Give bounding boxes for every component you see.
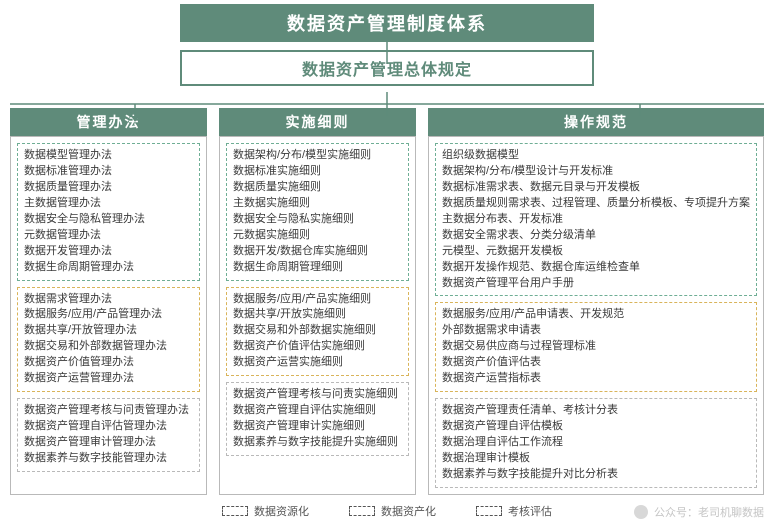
list-item: 数据生命周期管理办法	[24, 260, 193, 276]
title-banner: 数据资产管理制度体系	[180, 4, 594, 42]
list-item: 主数据实施细则	[233, 196, 402, 212]
list-item: 数据资产管理审计实施细则	[233, 419, 402, 435]
watermark: 公众号：老司机聊数据	[634, 504, 764, 520]
legend-swatch-a	[222, 506, 248, 516]
title-text: 数据资产管理制度体系	[287, 14, 487, 34]
list-item: 数据治理审计模板	[442, 451, 750, 467]
list-item: 数据素养与数字技能提升实施细则	[233, 435, 402, 451]
list-item: 数据开发管理办法	[24, 244, 193, 260]
group-a: 组织级数据模型数据架构/分布/模型设计与开发标准数据标准需求表、数据元目录与开发…	[435, 143, 757, 296]
list-item: 数据标准需求表、数据元目录与开发模板	[442, 180, 750, 196]
list-item: 数据素养与数字技能提升对比分析表	[442, 467, 750, 483]
column-body: 数据模型管理办法数据标准管理办法数据质量管理办法主数据管理办法数据安全与隐私管理…	[10, 136, 207, 495]
list-item: 数据标准实施细则	[233, 164, 402, 180]
list-item: 数据服务/应用/产品实施细则	[233, 292, 402, 308]
list-item: 数据服务/应用/产品申请表、开发规范	[442, 307, 750, 323]
list-item: 数据资产管理责任清单、考核计分表	[442, 403, 750, 419]
list-item: 数据质量规则需求表、过程管理、质量分析模板、专项提升方案	[442, 196, 750, 212]
list-item: 数据架构/分布/模型设计与开发标准	[442, 164, 750, 180]
list-item: 数据交易和外部数据实施细则	[233, 323, 402, 339]
list-item: 外部数据需求申请表	[442, 323, 750, 339]
columns-container: 管理办法数据模型管理办法数据标准管理办法数据质量管理办法主数据管理办法数据安全与…	[0, 108, 774, 495]
watermark-icon	[634, 505, 648, 519]
column-header: 管理办法	[10, 108, 207, 136]
list-item: 数据资产管理平台用户手册	[442, 276, 750, 292]
list-item: 数据质量管理办法	[24, 180, 193, 196]
column-2: 操作规范组织级数据模型数据架构/分布/模型设计与开发标准数据标准需求表、数据元目…	[428, 108, 764, 495]
list-item: 数据资产运营实施细则	[233, 355, 402, 371]
column-header: 操作规范	[428, 108, 764, 136]
legend-item-b: 数据资产化	[349, 503, 436, 519]
list-item: 数据资产管理自评估实施细则	[233, 403, 402, 419]
column-header: 实施细则	[219, 108, 416, 136]
group-c: 数据资产管理考核与问责管理办法数据资产管理自评估管理办法数据资产管理审计管理办法…	[17, 398, 200, 472]
list-item: 数据需求管理办法	[24, 292, 193, 308]
legend-swatch-c	[476, 506, 502, 516]
list-item: 数据资产管理自评估管理办法	[24, 419, 193, 435]
list-item: 数据开发/数据仓库实施细则	[233, 244, 402, 260]
list-item: 数据资产管理自评估模板	[442, 419, 750, 435]
legend-label-a: 数据资源化	[254, 503, 309, 519]
list-item: 数据标准管理办法	[24, 164, 193, 180]
legend-label-b: 数据资产化	[381, 503, 436, 519]
list-item: 数据共享/开放管理办法	[24, 323, 193, 339]
list-item: 数据资产运营指标表	[442, 371, 750, 387]
group-a: 数据架构/分布/模型实施细则数据标准实施细则数据质量实施细则主数据实施细则数据安…	[226, 143, 409, 281]
list-item: 数据资产价值评估实施细则	[233, 339, 402, 355]
list-item: 元模型、元数据开发模板	[442, 244, 750, 260]
list-item: 主数据分布表、开发标准	[442, 212, 750, 228]
list-item: 数据交易和外部数据管理办法	[24, 339, 193, 355]
column-0: 管理办法数据模型管理办法数据标准管理办法数据质量管理办法主数据管理办法数据安全与…	[10, 108, 207, 495]
subtitle-banner: 数据资产管理总体规定	[180, 50, 594, 86]
legend-item-c: 考核评估	[476, 503, 552, 519]
list-item: 数据资产价值评估表	[442, 355, 750, 371]
legend-label-c: 考核评估	[508, 503, 552, 519]
list-item: 数据资产运营管理办法	[24, 371, 193, 387]
list-item: 主数据管理办法	[24, 196, 193, 212]
watermark-text: 公众号：老司机聊数据	[654, 504, 764, 520]
legend-item-a: 数据资源化	[222, 503, 309, 519]
list-item: 数据模型管理办法	[24, 148, 193, 164]
list-item: 数据生命周期管理细则	[233, 260, 402, 276]
list-item: 数据安全与隐私管理办法	[24, 212, 193, 228]
group-c: 数据资产管理考核与问责实施细则数据资产管理自评估实施细则数据资产管理审计实施细则…	[226, 382, 409, 456]
group-b: 数据需求管理办法数据服务/应用/产品管理办法数据共享/开放管理办法数据交易和外部…	[17, 287, 200, 393]
group-b: 数据服务/应用/产品实施细则数据共享/开放实施细则数据交易和外部数据实施细则数据…	[226, 287, 409, 377]
column-body: 数据架构/分布/模型实施细则数据标准实施细则数据质量实施细则主数据实施细则数据安…	[219, 136, 416, 495]
column-1: 实施细则数据架构/分布/模型实施细则数据标准实施细则数据质量实施细则主数据实施细…	[219, 108, 416, 495]
list-item: 数据资产管理考核与问责实施细则	[233, 387, 402, 403]
list-item: 数据资产价值管理办法	[24, 355, 193, 371]
list-item: 数据资产管理审计管理办法	[24, 435, 193, 451]
list-item: 数据共享/开放实施细则	[233, 307, 402, 323]
list-item: 数据安全需求表、分类分级清单	[442, 228, 750, 244]
group-b: 数据服务/应用/产品申请表、开发规范外部数据需求申请表数据交易供应商与过程管理标…	[435, 302, 757, 392]
legend-swatch-b	[349, 506, 375, 516]
list-item: 元数据管理办法	[24, 228, 193, 244]
group-c: 数据资产管理责任清单、考核计分表数据资产管理自评估模板数据治理自评估工作流程数据…	[435, 398, 757, 488]
list-item: 数据交易供应商与过程管理标准	[442, 339, 750, 355]
subtitle-text: 数据资产管理总体规定	[302, 62, 472, 79]
list-item: 数据安全与隐私实施细则	[233, 212, 402, 228]
list-item: 数据质量实施细则	[233, 180, 402, 196]
list-item: 组织级数据模型	[442, 148, 750, 164]
list-item: 数据资产管理考核与问责管理办法	[24, 403, 193, 419]
list-item: 数据素养与数字技能管理办法	[24, 451, 193, 467]
group-a: 数据模型管理办法数据标准管理办法数据质量管理办法主数据管理办法数据安全与隐私管理…	[17, 143, 200, 281]
list-item: 元数据实施细则	[233, 228, 402, 244]
list-item: 数据开发操作规范、数据仓库运维检查单	[442, 260, 750, 276]
column-body: 组织级数据模型数据架构/分布/模型设计与开发标准数据标准需求表、数据元目录与开发…	[428, 136, 764, 495]
list-item: 数据治理自评估工作流程	[442, 435, 750, 451]
list-item: 数据架构/分布/模型实施细则	[233, 148, 402, 164]
list-item: 数据服务/应用/产品管理办法	[24, 307, 193, 323]
